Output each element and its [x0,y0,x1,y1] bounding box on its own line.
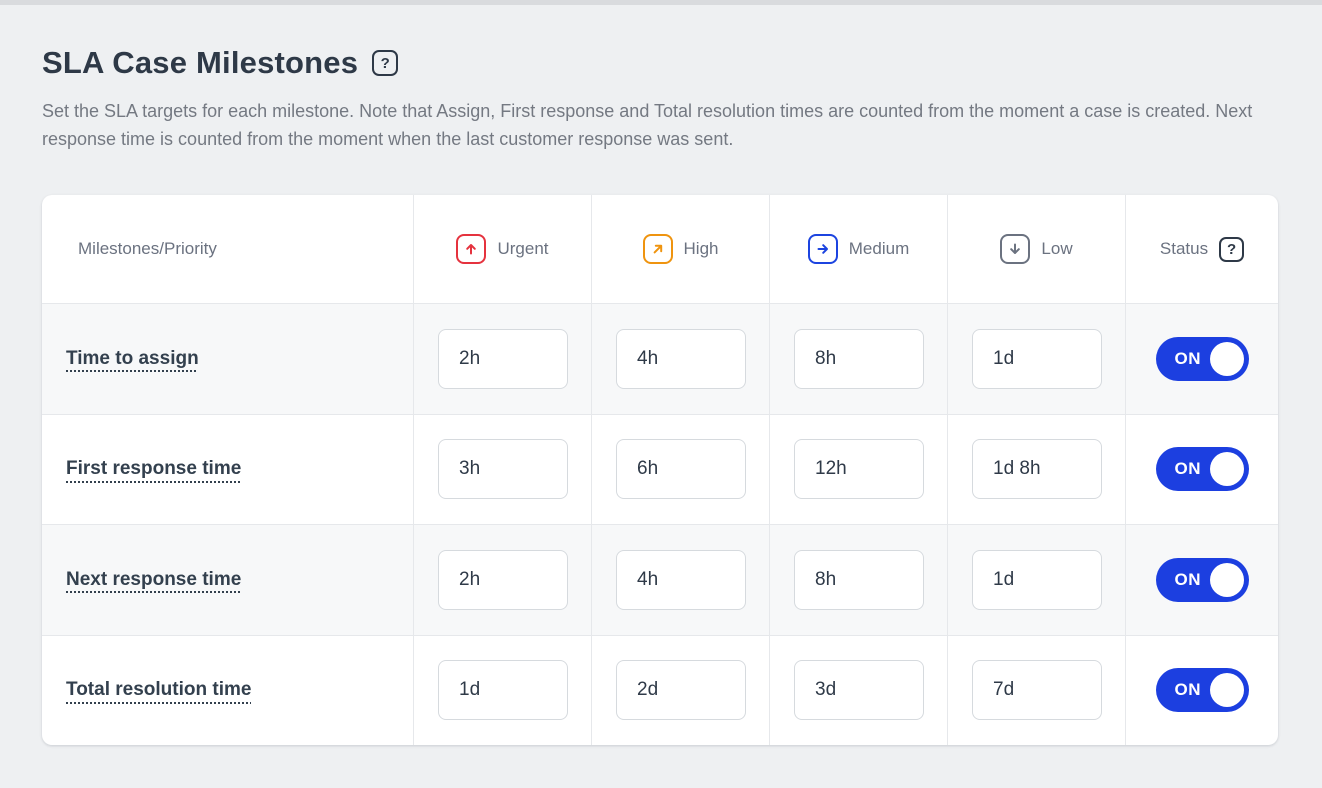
title-help-icon[interactable]: ? [372,50,399,76]
time-input-next-response-urgent[interactable] [438,549,568,610]
time-input-first-response-urgent[interactable] [438,439,568,500]
status-toggle-first-response[interactable]: ON [1155,447,1249,492]
column-header-urgent: Urgent [413,195,591,303]
table-row-next-response-time: Next response time [42,524,413,635]
time-input-time-to-assign-low[interactable] [972,328,1102,389]
time-input-time-to-assign-medium[interactable] [794,328,924,389]
sla-settings-page: SLA Case Milestones ? Set the SLA target… [0,5,1322,745]
arrow-down-icon [1000,234,1031,264]
cell-first-response-low [947,413,1125,524]
cell-time-to-assign-low [947,303,1125,414]
cell-first-response-urgent [413,413,591,524]
arrow-right-icon [807,234,838,264]
milestone-link-total-resolution-time[interactable]: Total resolution time [66,679,252,701]
cell-first-response-medium [769,413,947,524]
cell-time-to-assign-status: ON [1125,303,1278,414]
time-input-next-response-low[interactable] [972,549,1102,610]
table-row-total-resolution-time: Total resolution time [42,634,413,746]
status-toggle-next-response[interactable]: ON [1155,557,1249,602]
cell-next-response-urgent [413,524,591,635]
column-header-label: Milestones/Priority [78,239,217,258]
cell-time-to-assign-high [591,303,769,414]
sla-milestones-table: Milestones/Priority Urgent High Medium L… [42,195,1278,745]
cell-total-resolution-high [591,634,769,745]
cell-next-response-medium [769,524,947,635]
time-input-next-response-medium[interactable] [794,549,924,610]
cell-time-to-assign-urgent [413,303,591,414]
time-input-first-response-low[interactable] [972,439,1102,500]
column-header-medium: Medium [769,195,947,303]
cell-time-to-assign-medium [769,303,947,414]
cell-next-response-low [947,524,1125,635]
title-row: SLA Case Milestones ? [42,45,1280,81]
cell-next-response-high [591,524,769,635]
milestone-link-next-response-time[interactable]: Next response time [66,568,242,590]
arrow-up-right-icon [642,234,673,264]
column-header-label: High [683,239,719,258]
cell-total-resolution-low [947,634,1125,745]
column-header-label: Medium [848,239,910,258]
time-input-time-to-assign-urgent[interactable] [438,328,568,389]
time-input-first-response-high[interactable] [616,439,746,500]
column-header-milestones-priority: Milestones/Priority [42,195,413,303]
status-toggle-total-resolution[interactable]: ON [1155,668,1249,713]
column-header-label: Urgent [497,239,549,258]
status-help-icon[interactable]: ? [1219,236,1245,262]
column-header-high: High [591,195,769,303]
cell-total-resolution-urgent [413,634,591,745]
cell-next-response-status: ON [1125,524,1278,635]
toggle-knob [1209,341,1244,376]
page-description: Set the SLA targets for each milestone. … [42,101,1253,149]
top-border [0,0,1322,5]
toggle-knob [1209,673,1244,708]
time-input-total-resolution-urgent[interactable] [438,660,568,721]
toggle-knob [1209,452,1244,487]
cell-total-resolution-status: ON [1125,634,1278,745]
table-row-first-response-time: First response time [42,413,413,525]
table-row-time-to-assign: Time to assign [42,303,413,414]
time-input-first-response-medium[interactable] [794,439,924,500]
toggle-on-label: ON [1174,459,1201,479]
toggle-on-label: ON [1174,348,1201,368]
status-toggle-time-to-assign[interactable]: ON [1155,336,1249,381]
milestone-link-first-response-time[interactable]: First response time [66,458,242,480]
page-title: SLA Case Milestones [42,45,359,80]
toggle-on-label: ON [1174,569,1201,589]
time-input-time-to-assign-high[interactable] [616,328,746,389]
cell-first-response-status: ON [1125,413,1278,524]
time-input-total-resolution-high[interactable] [616,660,746,721]
column-header-label: Status [1159,239,1209,258]
toggle-knob [1209,562,1244,597]
milestone-link-time-to-assign[interactable]: Time to assign [66,347,199,369]
column-header-status: Status ? [1125,195,1278,303]
time-input-next-response-high[interactable] [616,549,746,610]
time-input-total-resolution-low[interactable] [972,660,1102,721]
column-header-label: Low [1041,239,1073,258]
cell-first-response-high [591,413,769,524]
time-input-total-resolution-medium[interactable] [794,660,924,721]
arrow-up-icon [456,234,487,264]
column-header-low: Low [947,195,1125,303]
toggle-on-label: ON [1174,680,1201,700]
cell-total-resolution-medium [769,634,947,745]
